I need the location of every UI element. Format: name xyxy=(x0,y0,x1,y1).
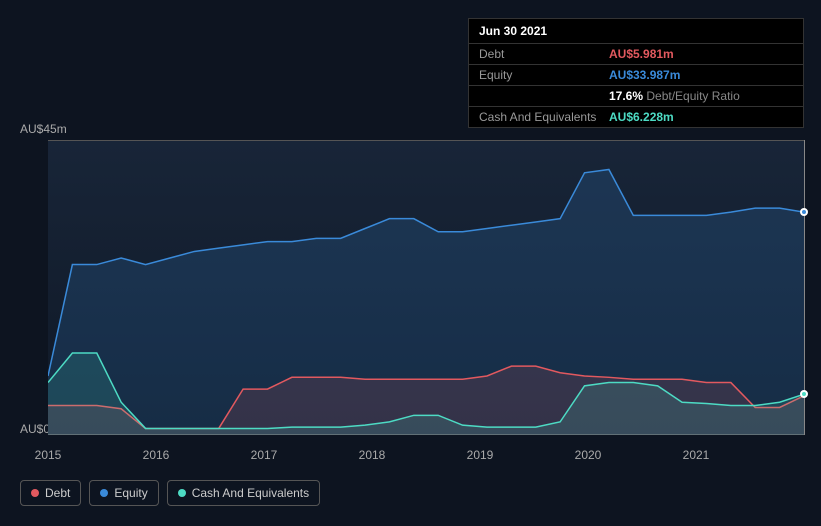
tooltip-row-label: Cash And Equivalents xyxy=(479,110,609,124)
y-axis-max-label: AU$45m xyxy=(20,122,67,136)
x-axis-tick: 2015 xyxy=(35,448,62,462)
tooltip-row-value: 17.6% Debt/Equity Ratio xyxy=(609,89,740,103)
legend-dot-icon xyxy=(100,489,108,497)
legend-item-cash-and-equivalents[interactable]: Cash And Equivalents xyxy=(167,480,320,506)
tooltip-row-value: AU$5.981m xyxy=(609,47,674,61)
hover-marker-cash xyxy=(800,390,808,398)
x-axis: 2015 2016 2017 2018 2019 2020 2021 xyxy=(0,448,821,468)
tooltip-row-label: Debt xyxy=(479,47,609,61)
x-axis-tick: 2020 xyxy=(575,448,602,462)
tooltip-row: EquityAU$33.987m xyxy=(469,65,803,86)
x-axis-tick: 2021 xyxy=(683,448,710,462)
tooltip-date: Jun 30 2021 xyxy=(469,19,803,44)
tooltip-row: Cash And EquivalentsAU$6.228m xyxy=(469,107,803,127)
legend-item-equity[interactable]: Equity xyxy=(89,480,158,506)
legend-item-label: Cash And Equivalents xyxy=(192,486,309,500)
legend-item-label: Equity xyxy=(114,486,147,500)
legend-item-debt[interactable]: Debt xyxy=(20,480,81,506)
tooltip-row: DebtAU$5.981m xyxy=(469,44,803,65)
y-axis-min-label: AU$0 xyxy=(20,422,50,436)
tooltip-row-value: AU$33.987m xyxy=(609,68,680,82)
tooltip-row-label xyxy=(479,89,609,103)
x-axis-tick: 2017 xyxy=(251,448,278,462)
x-axis-tick: 2018 xyxy=(359,448,386,462)
tooltip-row: 17.6% Debt/Equity Ratio xyxy=(469,86,803,107)
legend-dot-icon xyxy=(31,489,39,497)
x-axis-tick: 2019 xyxy=(467,448,494,462)
legend-dot-icon xyxy=(178,489,186,497)
chart-svg xyxy=(48,140,804,435)
chart-legend: Debt Equity Cash And Equivalents xyxy=(20,480,320,506)
chart-tooltip: Jun 30 2021 DebtAU$5.981mEquityAU$33.987… xyxy=(468,18,804,128)
x-axis-tick: 2016 xyxy=(143,448,170,462)
legend-item-label: Debt xyxy=(45,486,70,500)
hover-marker-equity xyxy=(800,208,808,216)
tooltip-row-value: AU$6.228m xyxy=(609,110,674,124)
tooltip-row-label: Equity xyxy=(479,68,609,82)
